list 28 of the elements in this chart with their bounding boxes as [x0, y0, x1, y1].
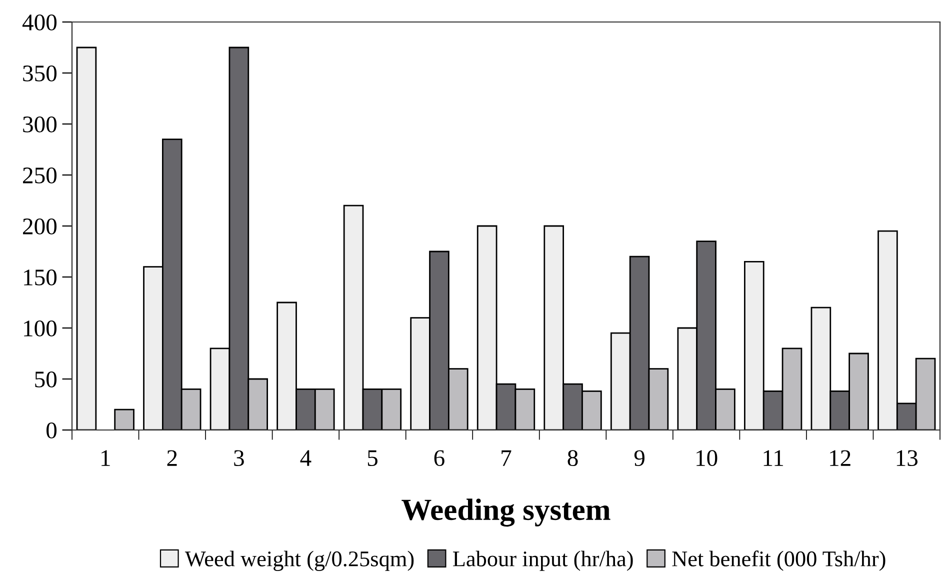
x-tick-label: 2 — [167, 450, 177, 466]
x-tick-label: 9 — [634, 450, 644, 466]
y-tick-label: 200 — [23, 218, 57, 234]
x-tick-label: 5 — [368, 450, 378, 466]
x-tick-label: 8 — [568, 450, 578, 466]
legend-label: Labour input (hr/ha) — [453, 550, 633, 571]
x-tick-label: 12 — [830, 450, 850, 466]
bar — [76, 46, 97, 430]
x-tick-label: 13 — [896, 450, 918, 466]
legend-label: Weed weight (g/0.25sqm) — [184, 550, 414, 571]
y-tick-label: 100 — [24, 320, 57, 336]
x-tick-label: 4 — [300, 450, 312, 466]
legend-label: Net benefit (000 Tsh/hr) — [672, 550, 886, 571]
x-tick-label: 10 — [696, 450, 718, 466]
y-tick-label: 50 — [35, 371, 57, 388]
y-tick-label: 150 — [24, 269, 57, 286]
y-tick-label: 300 — [23, 116, 57, 132]
x-tick-label: 6 — [434, 450, 444, 466]
x-tick-label: 1 — [102, 450, 110, 466]
y-tick-label: 0 — [46, 422, 57, 438]
bar — [114, 408, 134, 430]
y-tick-label: 350 — [23, 65, 57, 82]
x-tick-label: 7 — [502, 450, 512, 466]
x-tick-label: 11 — [764, 450, 784, 466]
y-tick-label: 400 — [22, 14, 57, 30]
x-tick-label: 3 — [234, 450, 244, 466]
y-tick-label: 250 — [23, 167, 57, 184]
x-axis-title: Weeding system — [402, 498, 610, 527]
